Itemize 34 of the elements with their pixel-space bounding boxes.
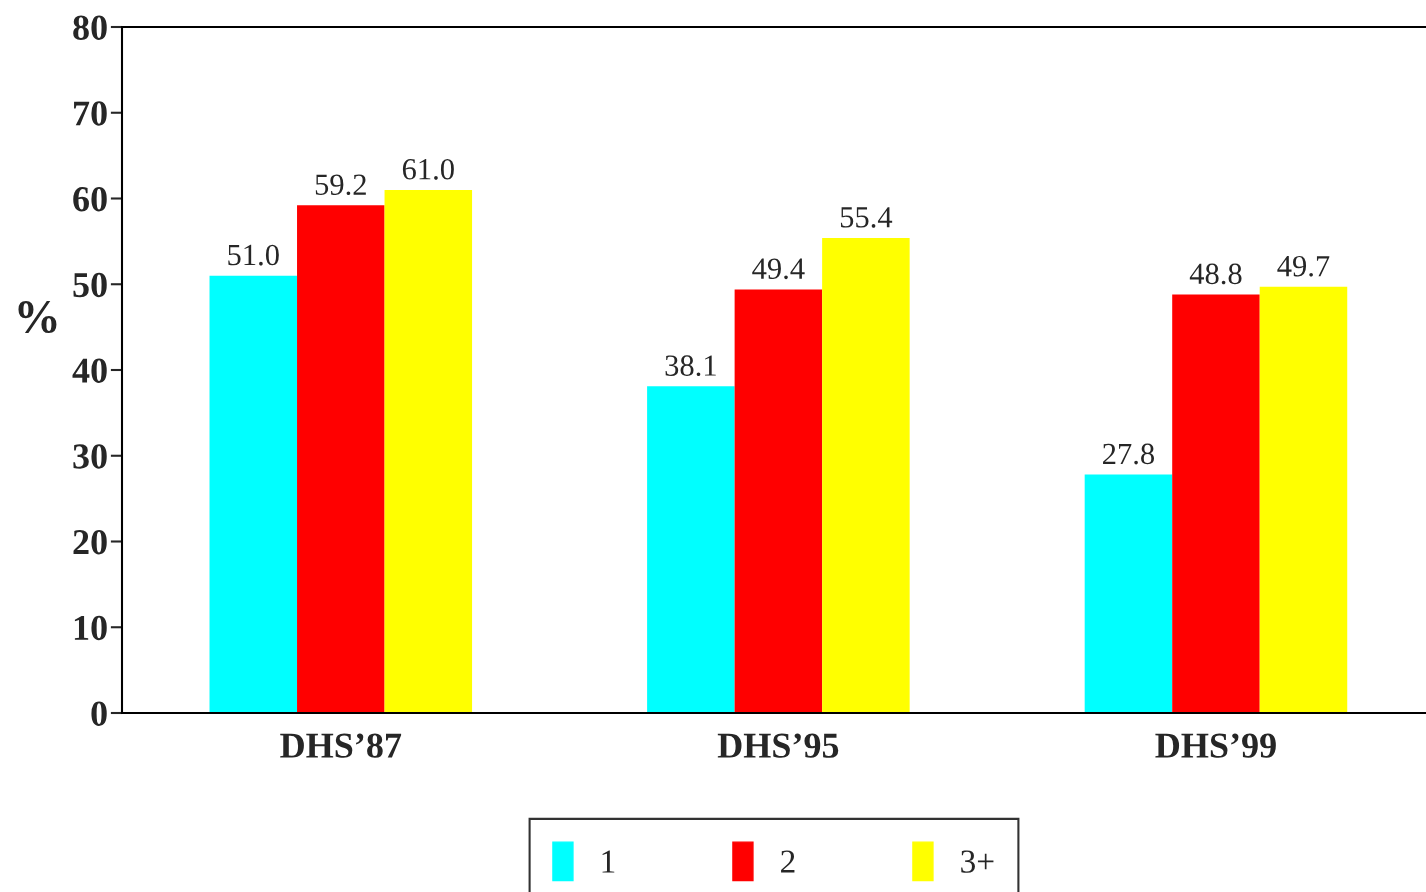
legend-label: 1 [602,850,615,873]
data-label: 38.1 [665,355,716,377]
data-label: 55.4 [840,207,893,228]
y-tick-label: 40 [72,358,107,383]
bar [384,189,473,713]
x-tick-label: DHS’87 [280,733,402,758]
bar [297,205,385,713]
bar [734,289,823,713]
data-label: 49.7 [1277,255,1330,277]
data-label: 51.0 [228,244,279,266]
data-label: 48.8 [1189,263,1242,285]
x-tick-label: DHS’99 [1155,733,1276,758]
y-tick-label: 50 [73,272,107,298]
data-label: 61.0 [402,158,454,180]
y-tick-label: 60 [73,187,107,212]
y-tick-label: 80 [73,15,107,40]
y-tick-label: 20 [73,530,107,555]
bar [1259,286,1348,713]
y-tick-label: 10 [74,615,107,641]
bar [647,386,735,713]
y-axis-title: % [18,301,57,334]
y-tick-label: 30 [73,444,107,469]
legend-label: 3+ [961,850,994,873]
data-label: 49.4 [752,258,805,280]
data-label: 59.2 [315,174,366,196]
bar [822,237,910,713]
y-tick-label: 0 [91,701,107,726]
legend-label: 2 [781,850,795,873]
bar [1172,294,1260,713]
bar [209,275,298,713]
data-label: 27.8 [1103,443,1155,465]
bar [1084,474,1173,713]
y-tick-label: 70 [74,101,107,126]
x-tick-label: DHS’95 [717,733,839,758]
